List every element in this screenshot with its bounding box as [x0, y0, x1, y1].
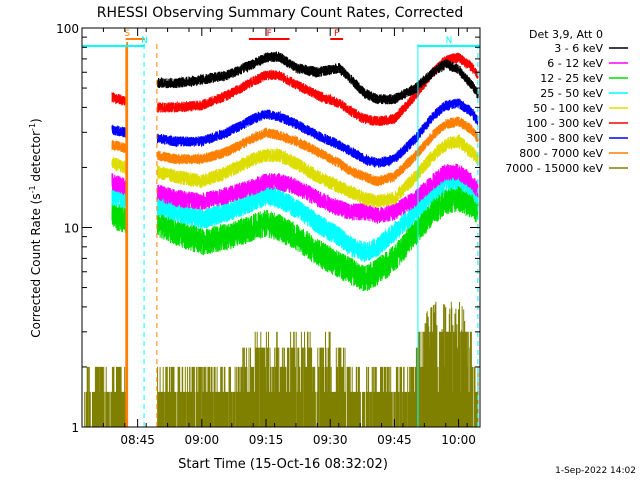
- flag-label-1: S: [124, 29, 130, 39]
- series-line-6-12keVkev: [111, 163, 479, 224]
- y-label-part-1: Corrected Count Rate (s: [29, 193, 43, 337]
- axis-layer: 08:45 09:00 09:15 09:30 09:45 10:00 1 10 100: [56, 22, 480, 447]
- legend-label-5: 50 - 100 keV: [533, 102, 603, 115]
- plot-timestamp: 1-Sep-2022 14:02: [555, 466, 636, 476]
- legend-label-1: 3 - 6 keV: [554, 42, 603, 55]
- series-line-300-800keVkev: [111, 98, 479, 169]
- y-label-part-2: detector: [29, 131, 43, 186]
- flag-label-5: F: [334, 29, 339, 39]
- legend-label-8: 800 - 7000 keV: [519, 147, 603, 160]
- legend-label-9: 7000 - 15000 keV: [505, 162, 603, 175]
- x-tick-label-4: 09:30: [313, 433, 348, 447]
- y-tick-label-3: 100: [56, 22, 79, 36]
- series-line-12-25keVkev: [111, 185, 479, 292]
- legend: Det 3,9, Att 0 3 - 6 keV 6 - 12 keV 12 - 2…: [505, 28, 628, 175]
- legend-title: Det 3,9, Att 0: [529, 28, 603, 41]
- x-tick-label-6: 10:00: [441, 433, 476, 447]
- y-label-part-3: ): [29, 118, 43, 123]
- flag-label-3: N: [446, 36, 453, 46]
- x-tick-label-1: 08:45: [120, 433, 155, 447]
- x-tick-label-3: 09:15: [249, 433, 284, 447]
- legend-label-4: 25 - 50 keV: [540, 87, 603, 100]
- y-axis-label: Corrected Count Rate (s-1 detector-1): [28, 118, 43, 337]
- x-axis-label: Start Time (15-Oct-16 08:32:02): [178, 457, 388, 472]
- chart-title: RHESSI Observing Summary Count Rates, Co…: [97, 5, 463, 21]
- x-tick-label-5: 09:45: [377, 433, 412, 447]
- series-line-7000-15000kev: [84, 301, 479, 427]
- series-line-3-6keVkev: [157, 51, 479, 105]
- series-line-25-50keVkev: [111, 168, 479, 263]
- legend-label-7: 300 - 800 keV: [526, 132, 603, 145]
- saa-spike: [125, 41, 129, 427]
- flag-label-4: F: [267, 29, 272, 39]
- x-tick-label-2: 09:00: [185, 433, 220, 447]
- legend-label-6: 100 - 300 keV: [526, 117, 603, 130]
- y-tick-label-1: 1: [71, 421, 79, 435]
- legend-label-2: 6 - 12 keV: [547, 57, 603, 70]
- y-label-sup-1: -1: [28, 185, 37, 193]
- series-line-800-7000keVkev: [111, 116, 479, 187]
- y-label-sup-2: -1: [28, 123, 37, 131]
- flag-label-2: N: [141, 36, 148, 46]
- y-tick-label-2: 10: [64, 222, 79, 236]
- series-line-50-100keVkev: [111, 133, 479, 209]
- data-layer: [84, 41, 479, 427]
- legend-label-3: 12 - 25 keV: [540, 72, 603, 85]
